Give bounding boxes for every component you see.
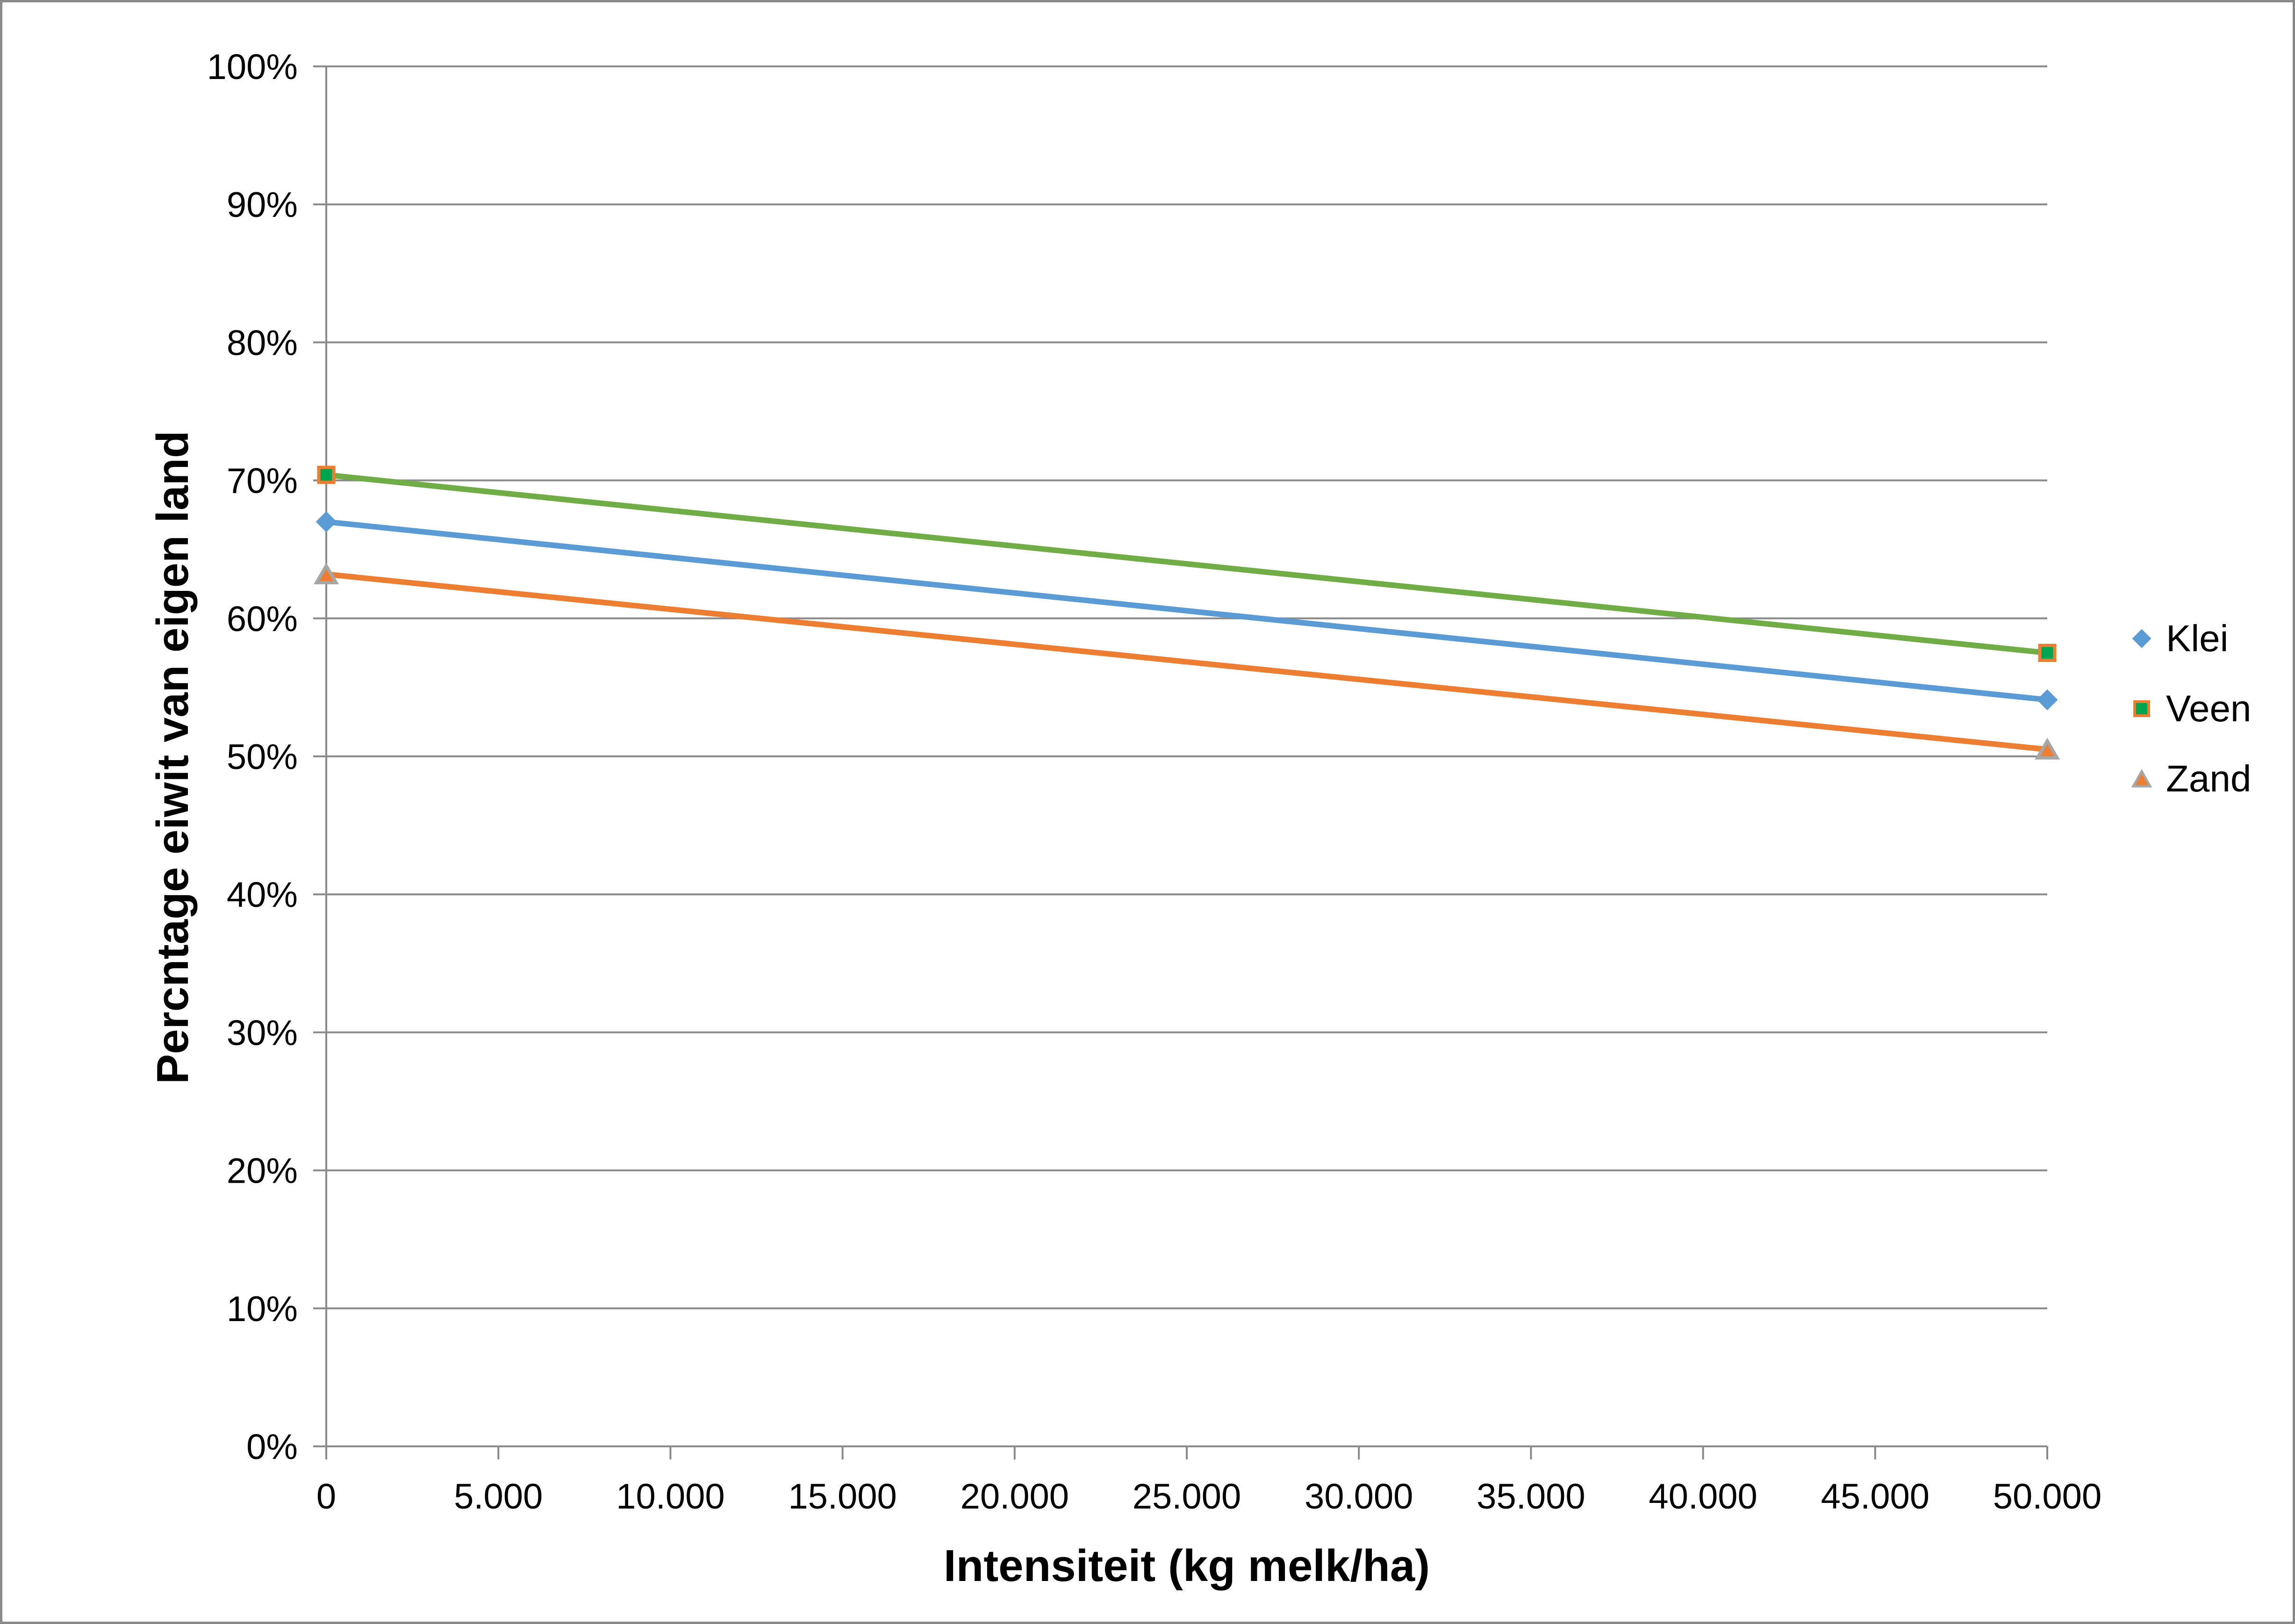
legend: Klei Veen Zand xyxy=(2131,604,2251,814)
y-axis-title: Percntage eiwit van eigen land xyxy=(148,431,198,1084)
marker-zand xyxy=(2034,738,2060,760)
legend-item-zand: Zand xyxy=(2131,744,2251,814)
zand-triangle-icon xyxy=(2131,769,2152,788)
x-tick-label: 20.000 xyxy=(961,1477,1069,1516)
marker-klei xyxy=(316,511,337,532)
y-tick-label: 70% xyxy=(227,461,298,501)
x-tick-label: 0 xyxy=(316,1477,336,1516)
x-tick-label: 5.000 xyxy=(454,1477,543,1516)
y-tick-label: 90% xyxy=(227,185,298,225)
x-tick-label: 15.000 xyxy=(788,1477,896,1516)
series-line-zand xyxy=(326,571,2048,753)
y-tick-label: 30% xyxy=(227,1013,298,1053)
x-tick-label: 25.000 xyxy=(1133,1477,1241,1516)
klei-diamond-icon xyxy=(2132,629,2152,648)
y-tick-label: 60% xyxy=(227,599,298,639)
marker-veen xyxy=(317,466,336,484)
markers-layer xyxy=(313,466,2060,760)
x-tick-label: 30.000 xyxy=(1305,1477,1413,1516)
legend-label-veen: Veen xyxy=(2166,688,2252,729)
y-tick-label: 100% xyxy=(207,47,298,87)
gridlines-layer xyxy=(326,65,2047,1447)
x-tick-label: 10.000 xyxy=(616,1477,724,1516)
y-tick-label: 50% xyxy=(227,737,298,777)
legend-item-klei: Klei xyxy=(2131,604,2251,674)
y-tick-label: 80% xyxy=(227,323,298,363)
series-layer xyxy=(326,472,2048,753)
series-line-veen xyxy=(326,472,2048,656)
legend-label-klei: Klei xyxy=(2166,618,2229,659)
axes-layer xyxy=(313,65,2048,1459)
x-tick-label: 35.000 xyxy=(1477,1477,1585,1516)
x-tick-label: 40.000 xyxy=(1649,1477,1757,1516)
y-tick-label: 20% xyxy=(227,1151,298,1191)
x-axis-title: Intensiteit (kg melk/ha) xyxy=(943,1541,1430,1591)
marker-klei xyxy=(2037,689,2058,711)
x-tick-label: 50.000 xyxy=(1993,1477,2101,1516)
series-line-klei xyxy=(326,519,2048,703)
legend-label-zand: Zand xyxy=(2166,758,2252,799)
x-tick-label: 45.000 xyxy=(1821,1477,1929,1516)
y-tick-label: 0% xyxy=(246,1427,298,1467)
veen-marker-shape xyxy=(2133,700,2150,717)
tick-labels-layer: 0% 10% 20% 30% 40% 50% 60% 70% 80% 90% 100% 0 5.000 1… xyxy=(207,47,2102,1516)
legend-item-veen: Veen xyxy=(2131,674,2251,744)
klei-marker-shape xyxy=(2132,629,2152,648)
marker-zand xyxy=(313,562,339,584)
y-tick-label: 10% xyxy=(227,1289,298,1329)
marker-veen xyxy=(2038,644,2057,662)
y-tick-label: 40% xyxy=(227,875,298,915)
veen-square-icon xyxy=(2133,700,2150,717)
zand-marker-shape xyxy=(2131,769,2152,788)
